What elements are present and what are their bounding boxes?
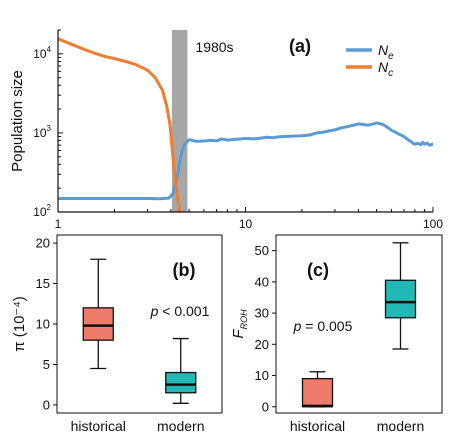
x-tick-label: 10 [239,217,253,231]
x-tick-label: 100 [423,217,443,231]
panel-a: 1980s 102 103 104 1 10 100 Population size (a) Ne… [9,29,443,231]
box-historical [301,377,334,408]
x-tick-label: 1 [55,217,62,231]
y-tick-label-b: 10 [36,317,50,332]
category-label-historical: historical [71,418,126,432]
y-axis-label-c: FROH [230,309,249,339]
y-tick-label: 104 [33,45,51,61]
y-tick-label-b: 15 [36,276,50,291]
category-label-historical: historical [290,418,345,432]
y-tick-label-c: 50 [255,243,269,258]
box-modern [384,279,417,319]
p-value-c: p = 0.005 [293,318,353,334]
highlight-band-1980s [171,30,188,212]
p-value-b: p < 0.001 [150,303,210,319]
series-line-nc [58,37,182,212]
highlight-label-1980s: 1980s [195,39,233,55]
box-modern [165,371,197,394]
panel-c: 0 10 20 30 40 50 historical modern (c) p = 0.005 F… [230,234,443,434]
legend-label-nc: Nc [378,59,393,79]
y-tick-label-c: 40 [255,274,269,289]
category-label-modern: modern [157,418,204,432]
y-axis-label-a: Population size [9,70,26,172]
category-label-modern: modern [377,418,424,432]
panel-label-c: (c) [307,260,329,280]
series-line-ne [58,121,433,201]
y-tick-label: 103 [33,124,51,140]
plot-frame-c [275,234,443,414]
y-tick-label-c: 30 [255,306,269,321]
y-tick-label-c: 0 [262,399,269,414]
y-tick-label-c: 10 [255,368,269,383]
y-tick-label-b: 5 [43,357,50,372]
legend-label-ne: Ne [378,42,394,62]
panel-label-a: (a) [289,36,311,56]
panel-b: 0 5 10 15 20 historical modern (b) p < 0.001 π (1… [11,234,223,434]
y-axis-label-b: π (10⁻⁴) [11,296,28,352]
y-tick-label-b: 0 [43,397,50,412]
y-tick-label-b: 20 [36,236,50,251]
plot-frame-b [56,234,223,414]
y-tick-label-c: 20 [255,337,269,352]
y-tick-label: 102 [33,203,51,219]
box-historical [82,307,114,341]
panel-label-b: (b) [173,260,196,280]
